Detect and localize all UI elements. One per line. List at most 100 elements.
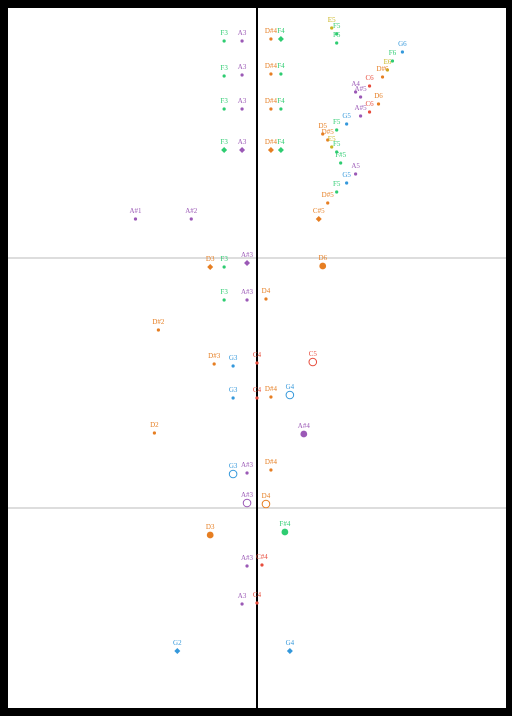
point-label-30: F5 — [333, 140, 341, 148]
point-mark-27 — [321, 132, 325, 136]
point-label-24: F4 — [277, 97, 285, 105]
point-mark-33 — [267, 147, 274, 153]
point-mark-15 — [367, 84, 372, 88]
point-label-62: A#3 — [241, 461, 254, 469]
point-label-36: A5 — [351, 162, 360, 170]
point-label-31: F3 — [220, 138, 228, 146]
point-mark-0 — [330, 26, 334, 30]
point-mark-22 — [240, 107, 244, 111]
point-label-8: F6 — [389, 49, 397, 57]
point-mark-21 — [222, 107, 226, 111]
point-label-17: A#5 — [355, 85, 368, 93]
point-mark-9 — [385, 68, 390, 72]
point-label-39: D#5 — [322, 191, 335, 199]
point-mark-34 — [277, 147, 284, 153]
point-mark-3 — [222, 39, 226, 43]
point-label-28: D#5 — [322, 128, 335, 136]
point-label-57: D#4 — [265, 385, 278, 393]
point-mark-39 — [326, 201, 330, 205]
point-label-12: A3 — [238, 63, 247, 71]
point-mark-7 — [400, 50, 405, 54]
point-mark-6 — [277, 36, 284, 42]
point-label-7: G6 — [398, 40, 407, 48]
point-label-0: E5 — [328, 16, 336, 24]
point-mark-24 — [279, 107, 283, 111]
point-mark-54 — [308, 357, 318, 367]
point-mark-45 — [207, 264, 214, 270]
point-label-20: A#5 — [355, 104, 368, 112]
point-label-19: C6 — [365, 100, 374, 108]
point-mark-20 — [358, 114, 363, 118]
point-label-32: A3 — [238, 138, 247, 146]
point-label-18: D6 — [374, 92, 383, 100]
point-label-43: A#3 — [241, 251, 254, 259]
point-mark-42 — [189, 217, 193, 221]
point-label-66: D3 — [206, 523, 215, 531]
point-mark-68 — [245, 564, 249, 568]
point-label-22: A3 — [238, 97, 247, 105]
point-label-58: G4 — [286, 383, 295, 391]
point-mark-71 — [255, 601, 259, 605]
point-mark-10 — [380, 75, 385, 79]
point-label-40: C#5 — [313, 207, 325, 215]
point-mark-63 — [228, 469, 238, 479]
point-mark-58 — [285, 390, 295, 400]
point-mark-44 — [319, 262, 327, 270]
point-label-52: G3 — [229, 354, 238, 362]
point-mark-66 — [206, 531, 214, 539]
point-label-50: D#2 — [152, 318, 165, 326]
point-label-51: D#3 — [208, 352, 221, 360]
point-mark-8 — [390, 59, 395, 63]
point-mark-30 — [335, 150, 339, 154]
point-label-4: A3 — [238, 29, 247, 37]
point-mark-61 — [269, 468, 273, 472]
point-mark-73 — [286, 648, 293, 654]
point-mark-55 — [231, 396, 235, 400]
point-mark-13 — [269, 72, 273, 76]
point-mark-47 — [222, 298, 226, 302]
point-mark-23 — [269, 107, 273, 111]
point-label-14: F4 — [277, 62, 285, 70]
point-mark-17 — [358, 95, 363, 99]
point-label-2: F5 — [333, 31, 341, 39]
point-mark-70 — [240, 602, 244, 606]
point-mark-25 — [345, 122, 349, 126]
point-mark-31 — [221, 147, 228, 153]
point-mark-29 — [330, 145, 334, 149]
point-mark-4 — [240, 39, 244, 43]
point-label-67: F#4 — [279, 520, 290, 528]
point-mark-32 — [239, 147, 246, 153]
point-label-21: F3 — [220, 97, 228, 105]
point-mark-64 — [242, 498, 252, 508]
point-mark-41 — [133, 217, 138, 221]
point-mark-26 — [335, 128, 339, 132]
point-mark-65 — [261, 499, 271, 509]
point-label-38: F5 — [333, 180, 341, 188]
reference-lines — [8, 8, 506, 708]
point-mark-28 — [326, 138, 330, 142]
point-mark-49 — [264, 297, 268, 301]
point-mark-36 — [354, 172, 358, 176]
point-label-6: F4 — [277, 27, 285, 35]
point-label-49: D4 — [262, 287, 271, 295]
point-mark-5 — [269, 37, 273, 41]
point-label-46: F3 — [220, 255, 228, 263]
point-label-16: A4 — [351, 80, 360, 88]
point-label-1: F5 — [333, 22, 341, 30]
point-label-56: C4 — [253, 386, 262, 394]
point-mark-62 — [245, 471, 249, 475]
point-mark-48 — [245, 298, 249, 302]
point-mark-57 — [269, 395, 273, 399]
point-label-33: D#4 — [265, 138, 278, 146]
point-label-5: D#4 — [265, 27, 278, 35]
point-label-64: A#3 — [241, 491, 254, 499]
point-label-45: D3 — [206, 255, 215, 263]
point-mark-18 — [376, 102, 381, 106]
point-label-13: D#4 — [265, 62, 278, 70]
point-mark-51 — [212, 362, 216, 366]
point-mark-19 — [367, 110, 372, 114]
point-label-34: F4 — [277, 138, 285, 146]
chart-frame: E5 F5 F5 F3 A3 D#4 F4 G6 F6 E6 D#6 F3 A3 D#4 F4 C6 A4 A#5… — [8, 8, 506, 708]
